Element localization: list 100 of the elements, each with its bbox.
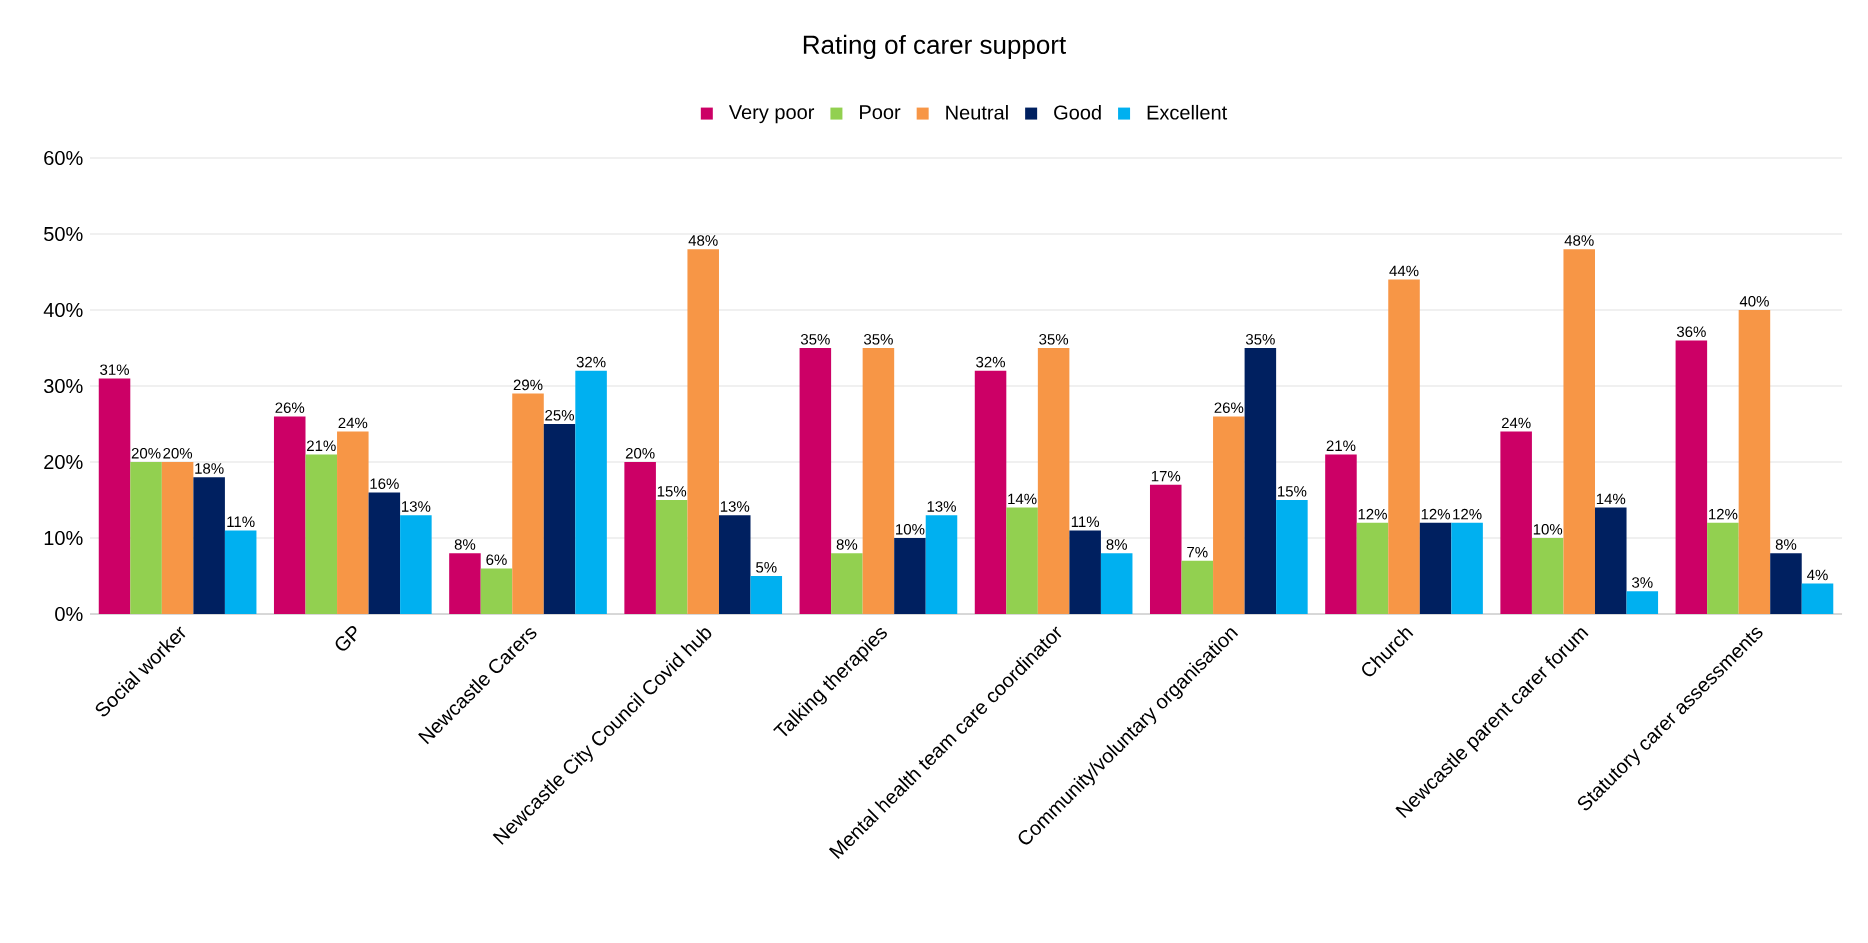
data-label: 12%	[1421, 508, 1451, 520]
data-label: 12%	[1453, 508, 1482, 520]
data-label: 44%	[1389, 265, 1419, 277]
bar	[687, 249, 719, 614]
data-label: 13%	[720, 501, 750, 512]
bar	[750, 576, 783, 614]
bar	[862, 348, 895, 614]
data-label: 21%	[307, 440, 336, 452]
data-label: 48%	[688, 235, 718, 246]
bar	[799, 348, 832, 614]
data-label: 21%	[1326, 440, 1356, 452]
data-label: 8%	[454, 539, 476, 550]
legend-label: Good	[1054, 104, 1101, 120]
bar	[1356, 522, 1389, 614]
data-label: 32%	[576, 356, 606, 368]
data-label: 10%	[896, 523, 925, 535]
bar	[480, 568, 513, 614]
data-label: 20%	[131, 447, 161, 459]
bar	[1626, 591, 1659, 614]
bar	[98, 378, 131, 614]
data-label: 35%	[1245, 333, 1275, 345]
bar	[1181, 560, 1214, 614]
data-label: 18%	[195, 463, 224, 474]
data-label: 3%	[1632, 577, 1653, 588]
y-tick-label: 40%	[43, 302, 83, 318]
data-label: 32%	[976, 356, 1006, 368]
data-label: 24%	[1501, 417, 1531, 429]
data-label: 12%	[1358, 508, 1387, 520]
bar	[1801, 583, 1834, 614]
data-label: 29%	[513, 379, 543, 391]
data-label: 8%	[1106, 539, 1127, 550]
bar	[224, 530, 257, 614]
data-label: 5%	[756, 562, 777, 573]
data-label: 35%	[800, 333, 830, 345]
data-label: 11%	[227, 516, 255, 528]
bar	[925, 515, 958, 614]
y-tick-label: 10%	[44, 530, 83, 546]
data-label: 12%	[1709, 508, 1738, 520]
bar	[655, 500, 688, 614]
chart-title: Rating of carer support	[803, 34, 1066, 60]
y-tick-label: 50%	[44, 226, 83, 242]
bar	[1595, 507, 1627, 614]
data-label: 20%	[163, 447, 193, 459]
bar	[718, 515, 751, 614]
data-label: 13%	[927, 501, 956, 512]
bar	[1675, 340, 1708, 614]
y-tick-label: 60%	[44, 150, 83, 166]
y-tick-label: 0%	[55, 606, 83, 622]
data-label: 24%	[338, 417, 368, 429]
bar	[624, 462, 656, 614]
bar	[1149, 484, 1182, 614]
bar	[1500, 431, 1532, 614]
x-tick-label: GP	[335, 626, 357, 651]
legend-label: Very poor	[728, 105, 815, 124]
bar	[1006, 507, 1038, 614]
data-label: 16%	[370, 478, 399, 490]
bar	[1325, 454, 1357, 614]
bar	[1100, 553, 1133, 614]
data-label: 8%	[1775, 539, 1797, 550]
bar	[1738, 310, 1771, 614]
y-tick-label: 20%	[44, 454, 83, 470]
bar	[1276, 500, 1308, 614]
data-label: 35%	[863, 333, 893, 345]
data-label: 26%	[1214, 402, 1244, 414]
bar	[1244, 348, 1277, 614]
bar	[130, 462, 162, 614]
data-label: 7%	[1187, 546, 1208, 558]
data-label: 8%	[836, 539, 858, 550]
data-label: 11%	[1071, 516, 1100, 528]
bar	[449, 553, 481, 614]
bar	[400, 515, 432, 614]
bar	[831, 553, 863, 614]
bar	[1563, 249, 1595, 614]
bar	[512, 393, 544, 614]
legend-label: Poor	[860, 105, 901, 120]
bar	[575, 370, 607, 614]
data-label: 13%	[402, 501, 431, 512]
bar	[1707, 522, 1739, 614]
data-label: 31%	[100, 364, 129, 376]
bar	[1388, 279, 1420, 614]
bar	[161, 462, 194, 614]
data-label: 48%	[1564, 235, 1594, 246]
data-label: 10%	[1533, 523, 1563, 535]
bar	[273, 416, 306, 614]
bar	[543, 424, 576, 614]
bar	[305, 454, 338, 614]
data-label: 15%	[657, 486, 687, 497]
bar	[1451, 522, 1483, 614]
bar	[894, 538, 926, 614]
bar	[1213, 416, 1245, 614]
y-tick-label: 30%	[43, 378, 83, 394]
legend-label: Excellent	[1147, 104, 1228, 120]
data-label: 35%	[1039, 333, 1069, 345]
bar	[1069, 530, 1101, 614]
data-label: 40%	[1739, 295, 1769, 307]
data-label: 6%	[486, 554, 507, 566]
data-label: 20%	[625, 447, 655, 459]
legend-label: Neutral	[946, 104, 1008, 120]
data-label: 4%	[1807, 569, 1828, 581]
data-label: 25%	[545, 409, 575, 421]
